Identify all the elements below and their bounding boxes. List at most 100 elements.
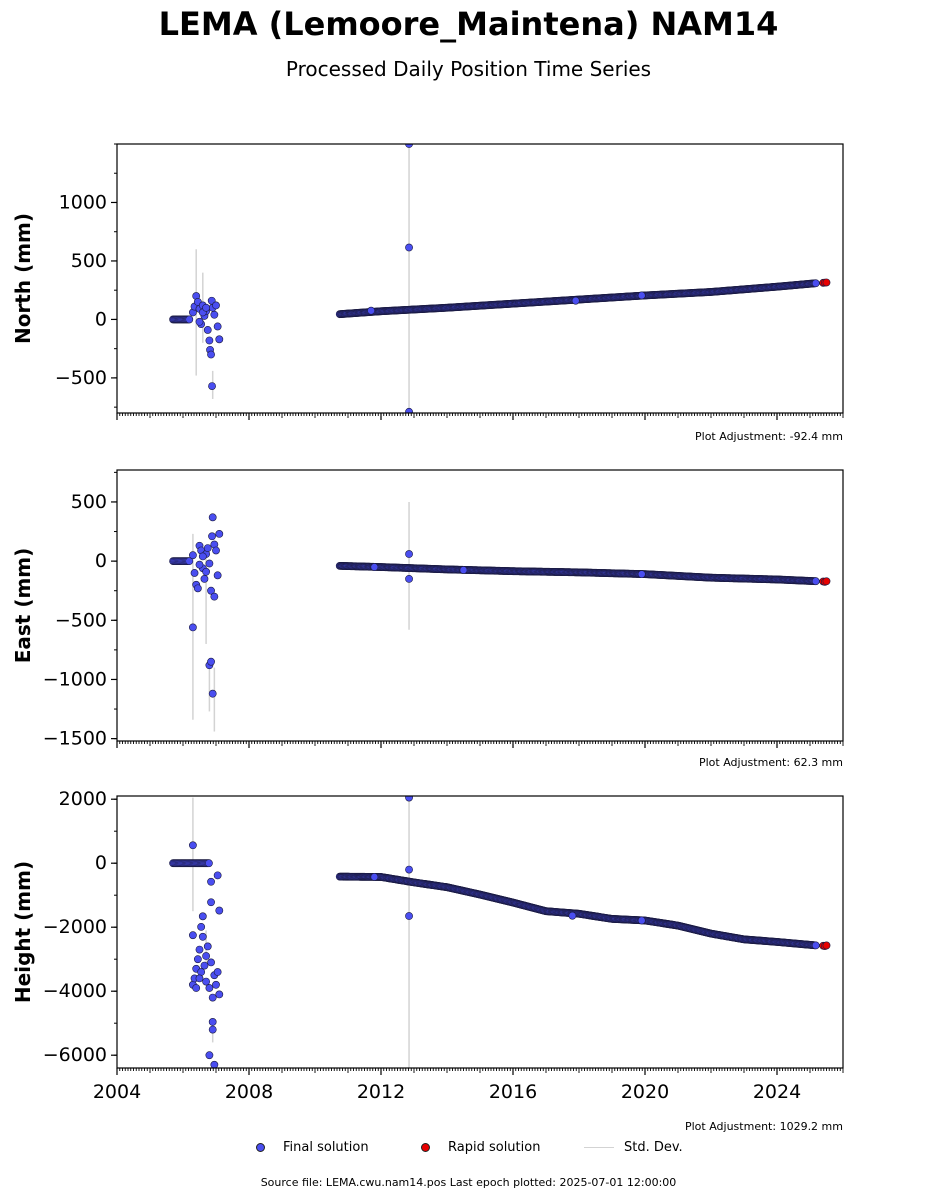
y-axis-label: North (mm)	[11, 213, 35, 344]
final-point	[215, 530, 224, 538]
rapid-point	[822, 278, 831, 287]
final-point	[193, 955, 202, 964]
final-outlier-point	[568, 911, 577, 920]
x-tick-label: 2008	[225, 1081, 273, 1103]
axes-frame	[116, 469, 844, 742]
final-point	[215, 335, 224, 344]
final-point	[215, 906, 224, 915]
final-point	[185, 557, 194, 566]
final-point	[208, 532, 216, 541]
final-point	[210, 1060, 219, 1068]
final-point	[213, 968, 222, 976]
final-point	[185, 315, 194, 324]
final-outlier-point	[370, 563, 379, 571]
final-point	[197, 922, 206, 931]
final-outlier-point	[405, 865, 413, 874]
axes-frame	[116, 795, 844, 1069]
final-outlier-point	[367, 306, 375, 315]
y-tick-label: 0	[95, 852, 107, 874]
final-point	[208, 1025, 217, 1034]
final-point	[207, 657, 215, 666]
chart-subtitle: Processed Daily Position Time Series	[285, 57, 652, 81]
x-tick-label: 2016	[489, 1081, 537, 1103]
final-point	[193, 584, 202, 593]
plot-area	[169, 501, 831, 732]
legend-item-rapid: Rapid solution	[421, 1137, 540, 1157]
final-point	[212, 301, 220, 310]
y-tick-label: −6000	[43, 1044, 107, 1066]
source-footer: Source file: LEMA.cwu.nam14.pos Last epo…	[260, 1176, 677, 1189]
final-point	[198, 932, 207, 941]
final-point	[205, 336, 214, 345]
final-outlier-point	[405, 144, 413, 148]
legend-final-marker	[256, 1142, 265, 1152]
legend-stddev-label: Std. Dev.	[624, 1139, 683, 1155]
final-point	[197, 968, 206, 976]
final-point	[205, 859, 213, 868]
final-outlier-point	[637, 291, 646, 300]
legend: Final solution Rapid solution Std. Dev.	[0, 1137, 937, 1159]
final-point	[188, 623, 197, 632]
final-point	[202, 977, 210, 986]
final-outlier-point	[637, 916, 646, 925]
final-outlier-point	[405, 796, 413, 802]
final-point	[192, 984, 201, 992]
y-tick-label: 2000	[59, 788, 107, 810]
final-point	[203, 544, 212, 553]
final-point	[811, 279, 820, 288]
final-point	[207, 350, 215, 359]
y-tick-label: −2000	[43, 916, 107, 938]
final-point	[210, 310, 219, 319]
final-point	[205, 559, 214, 568]
y-tick-label: −1000	[43, 668, 107, 690]
final-point	[208, 1018, 217, 1026]
y-tick-label: 0	[95, 550, 107, 572]
final-outlier-point	[571, 296, 580, 305]
x-tick-label: 2020	[621, 1081, 669, 1103]
final-point	[208, 382, 216, 390]
final-point	[195, 974, 204, 983]
final-point	[811, 941, 820, 950]
final-point	[207, 586, 215, 595]
rapid-point	[822, 577, 831, 586]
y-axis-label: Height (mm)	[11, 861, 35, 1003]
x-tick-label: 2012	[357, 1081, 405, 1103]
final-point	[213, 871, 222, 880]
axes-frame	[116, 143, 844, 414]
plot-adjustment-note: Plot Adjustment: 62.3 mm	[699, 756, 843, 769]
final-point	[811, 577, 820, 586]
y-tick-label: −500	[55, 609, 107, 631]
final-point	[202, 303, 210, 312]
final-point	[207, 877, 215, 886]
final-point	[203, 942, 212, 951]
final-point	[215, 990, 224, 999]
legend-rapid-marker	[421, 1142, 430, 1152]
final-point	[195, 317, 204, 326]
legend-final-label: Final solution	[283, 1139, 369, 1155]
final-point	[188, 841, 197, 850]
y-tick-label: 500	[71, 491, 107, 513]
x-tick-label: 2004	[93, 1081, 141, 1103]
final-outlier-point	[459, 566, 468, 574]
final-point	[203, 326, 212, 334]
legend-stddev-marker	[584, 1146, 614, 1148]
panel-east: 500 0 −500 −1000 −1500 East (mm) Plot Adjustme…	[11, 469, 844, 769]
x-tick-label: 2024	[753, 1081, 801, 1103]
rapid-point	[822, 941, 831, 950]
final-outlier-point	[405, 407, 413, 413]
y-tick-label: 1000	[59, 191, 107, 213]
plot-area	[169, 796, 831, 1068]
panel-north: 1000 500 0 −500 North (mm) Plot Adjustment: -…	[11, 143, 844, 443]
final-point	[207, 958, 215, 967]
final-point	[190, 569, 199, 577]
final-point	[205, 984, 214, 992]
final-point	[198, 912, 207, 921]
final-point	[207, 898, 215, 907]
final-outlier-point	[405, 574, 413, 583]
y-tick-label: 500	[71, 250, 107, 272]
final-point	[198, 552, 207, 561]
y-tick-label: −500	[55, 367, 107, 389]
y-tick-label: 0	[95, 308, 107, 330]
final-point	[213, 571, 222, 580]
